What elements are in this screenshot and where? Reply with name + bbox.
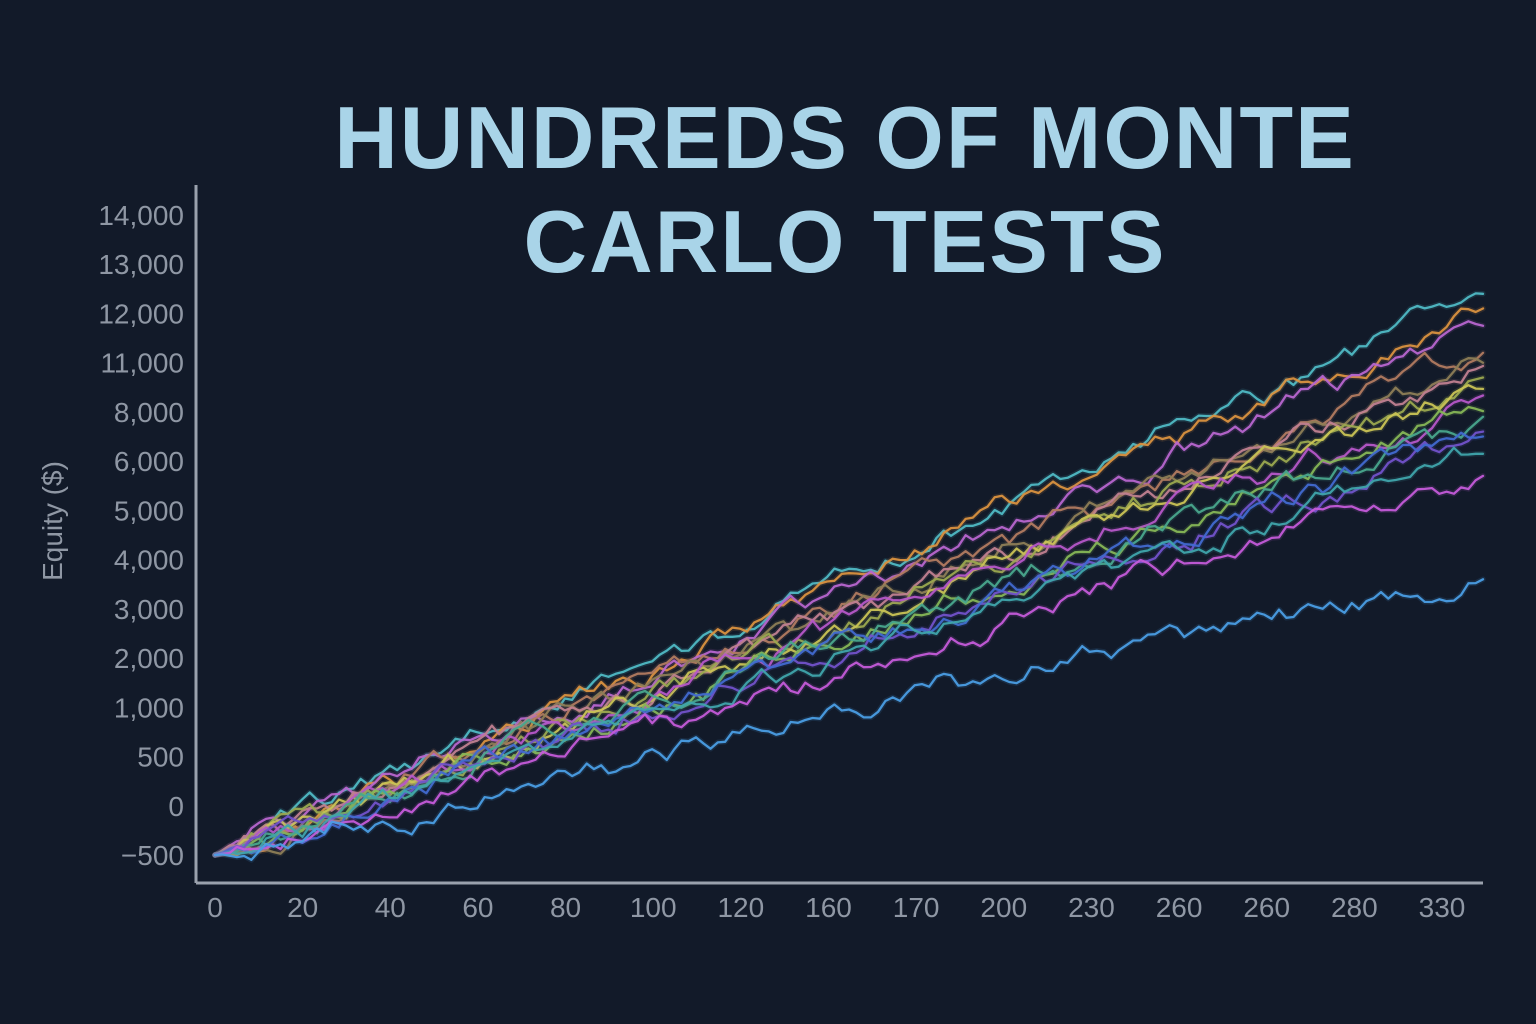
equity-curve — [213, 320, 1485, 857]
x-tick-label: 330 — [1419, 892, 1466, 923]
y-tick-label: 5,000 — [114, 495, 184, 526]
x-tick-label: 230 — [1068, 892, 1115, 923]
y-tick-label: 1,000 — [114, 692, 184, 723]
y-tick-label: 14,000 — [98, 200, 184, 231]
y-axis-tick-labels: 14,000 13,000 12,000 11,000 8,000 6,000 5,000 4… — [98, 200, 184, 871]
axes — [194, 185, 1483, 885]
x-tick-label: 0 — [207, 892, 223, 923]
x-tick-label: 280 — [1331, 892, 1378, 923]
equity-curve — [213, 446, 1485, 857]
x-tick-label: 170 — [893, 892, 940, 923]
equity-curve — [213, 431, 1485, 857]
y-tick-label: 11,000 — [100, 348, 184, 379]
equity-curves — [212, 290, 1486, 863]
y-tick-label: 13,000 — [98, 249, 184, 280]
y-tick-label: 500 — [137, 742, 184, 773]
equity-curve — [213, 474, 1485, 857]
x-tick-label: 100 — [630, 892, 677, 923]
chart-title: HUNDREDS OF MONTE CARLO TESTS — [334, 88, 1356, 291]
y-tick-label: 2,000 — [114, 643, 184, 674]
equity-curve — [213, 578, 1485, 862]
y-tick-label: 4,000 — [114, 545, 184, 576]
y-tick-label: 6,000 — [114, 446, 184, 477]
x-tick-label: 260 — [1243, 892, 1290, 923]
x-axis-tick-labels: 0 20 40 60 80 100 120 160 170 200 230 260 260 280 330 — [207, 892, 1465, 923]
x-tick-label: 200 — [980, 892, 1027, 923]
equity-curve — [213, 430, 1485, 857]
x-tick-label: 160 — [805, 892, 852, 923]
y-tick-label: 3,000 — [114, 594, 184, 625]
y-tick-label: −500 — [121, 840, 184, 871]
x-tick-label: 60 — [462, 892, 493, 923]
x-tick-label: 20 — [287, 892, 318, 923]
y-tick-label: 8,000 — [114, 397, 184, 428]
x-tick-label: 260 — [1156, 892, 1203, 923]
y-tick-label: 12,000 — [98, 298, 184, 329]
y-tick-label: 0 — [168, 791, 184, 822]
x-tick-label: 120 — [717, 892, 764, 923]
x-tick-label: 40 — [375, 892, 406, 923]
x-tick-label: 80 — [550, 892, 581, 923]
